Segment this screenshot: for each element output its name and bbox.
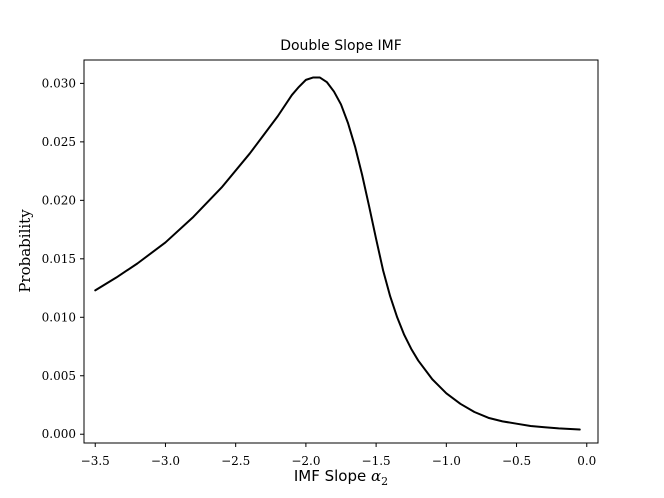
x-tick-label: −1.0: [432, 454, 461, 468]
y-tick-label: 0.015: [42, 252, 76, 266]
y-tick-label: 0.025: [42, 135, 76, 149]
x-tick-label: −0.5: [502, 454, 531, 468]
x-tick-label: 0.0: [577, 454, 596, 468]
x-axis-label: IMF Slope α2: [294, 467, 388, 488]
x-axis-label-subscript: 2: [381, 475, 388, 488]
x-axis-ticks: −3.5 −3.0 −2.5 −2.0 −1.5 −1.0 −0.5 0.0: [81, 443, 596, 468]
x-tick-label: −2.5: [221, 454, 250, 468]
x-tick-label: −1.5: [362, 454, 391, 468]
y-axis-ticks: 0.000 0.005 0.010 0.015 0.020 0.025 0.030: [42, 76, 84, 441]
y-tick-label: 0.000: [42, 427, 76, 441]
chart-title: Double Slope IMF: [280, 38, 402, 54]
x-axis-label-symbol: α: [371, 467, 381, 485]
plot-frame: [83, 59, 599, 444]
y-tick-label: 0.005: [42, 369, 76, 383]
y-tick-label: 0.030: [42, 76, 76, 90]
y-tick-label: 0.020: [42, 193, 76, 207]
series-line-0: [94, 76, 581, 431]
x-tick-label: −2.0: [291, 454, 320, 468]
x-tick-label: −3.0: [151, 454, 180, 468]
plot-layer: [94, 76, 581, 431]
x-axis-label-text: IMF Slope: [294, 467, 371, 485]
y-tick-label: 0.010: [42, 310, 76, 324]
y-axis-label: Probability: [16, 209, 34, 293]
x-tick-label: −3.5: [81, 454, 110, 468]
